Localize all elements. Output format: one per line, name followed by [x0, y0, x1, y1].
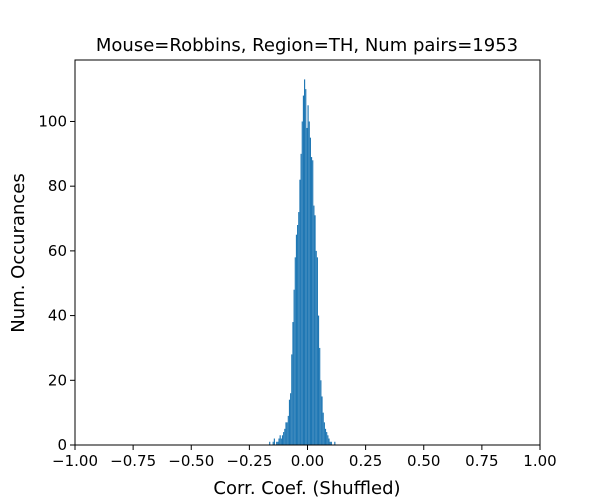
histogram-bar [334, 441, 336, 445]
histogram-bar [329, 441, 331, 445]
histogram-bar [284, 428, 286, 445]
histogram-bar [298, 212, 300, 445]
y-tick-label: 80 [48, 177, 67, 195]
histogram-bar [290, 393, 292, 445]
histogram-bar [293, 289, 295, 445]
histogram-bar [327, 435, 329, 445]
histogram-bar [292, 322, 294, 445]
histogram-bar [277, 441, 279, 445]
y-axis-label: Num. Occurances [8, 173, 29, 332]
histogram-bar [294, 257, 296, 445]
histogram-bar [278, 438, 280, 445]
histogram-bar [273, 438, 275, 445]
histogram-bar [299, 179, 301, 446]
histogram-bar [328, 438, 330, 445]
histogram-bar [320, 380, 322, 445]
histogram-bar [310, 157, 313, 445]
histogram-bar [309, 137, 311, 445]
x-tick-label: −0.50 [168, 452, 214, 470]
histogram-bar [286, 422, 288, 445]
histogram-bar [319, 347, 321, 445]
x-axis-label: Corr. Coef. (Shuffled) [213, 478, 400, 499]
histogram-bar [304, 79, 306, 445]
x-tick-label: 0.00 [291, 452, 324, 470]
histogram-bar [323, 422, 325, 445]
y-tick-label: 0 [57, 436, 67, 454]
histogram-bar [276, 441, 278, 445]
histogram-bar [314, 215, 316, 445]
histogram-bar [305, 89, 307, 445]
x-tick-label: 1.00 [523, 452, 556, 470]
histogram-bars [269, 79, 336, 446]
histogram-bar [308, 121, 310, 446]
x-axis-ticks: −1.00 −0.75 −0.50 −0.25 0.00 0.25 0.50 0.75 1.00 [52, 445, 557, 470]
histogram-bar [285, 422, 287, 445]
histogram-bar [279, 435, 281, 445]
histogram-bar [301, 121, 303, 446]
x-tick-label: −0.25 [226, 452, 272, 470]
x-tick-label: 0.75 [465, 452, 498, 470]
histogram-bar [330, 441, 332, 445]
histogram-bar [295, 234, 298, 445]
histogram-bar [287, 415, 289, 445]
histogram-bar [302, 95, 305, 446]
histogram-bar [326, 432, 328, 445]
histogram-bar [322, 412, 324, 445]
histogram-bar [317, 315, 320, 445]
x-tick-label: −0.75 [110, 452, 156, 470]
histogram-bar [307, 105, 309, 445]
histogram-bar [281, 435, 284, 445]
histogram-bar [313, 205, 315, 445]
histogram-bar [297, 225, 299, 445]
y-axis-ticks: 0 20 40 60 80 100 [38, 112, 75, 454]
histogram-bar [291, 354, 293, 445]
histogram-bar [272, 441, 274, 445]
histogram-bar [315, 250, 317, 445]
y-tick-label: 100 [38, 112, 67, 130]
x-tick-label: −1.00 [52, 452, 98, 470]
chart-title: Mouse=Robbins, Region=TH, Num pairs=1953 [96, 35, 518, 56]
x-tick-label: 0.50 [407, 452, 440, 470]
histogram-bar [280, 438, 282, 445]
histogram-bar [283, 432, 285, 445]
histogram-bar [288, 399, 291, 445]
histogram-bar [316, 257, 318, 445]
histogram-bar [312, 160, 314, 445]
y-tick-label: 20 [48, 371, 67, 389]
histogram-bar [321, 396, 323, 445]
x-tick-label: 0.25 [349, 452, 382, 470]
histogram-bar [269, 441, 271, 445]
histogram-bar [324, 428, 327, 445]
histogram-bar [306, 127, 308, 446]
y-tick-label: 60 [48, 242, 67, 260]
y-tick-label: 40 [48, 307, 67, 325]
histogram-bar [300, 153, 302, 445]
